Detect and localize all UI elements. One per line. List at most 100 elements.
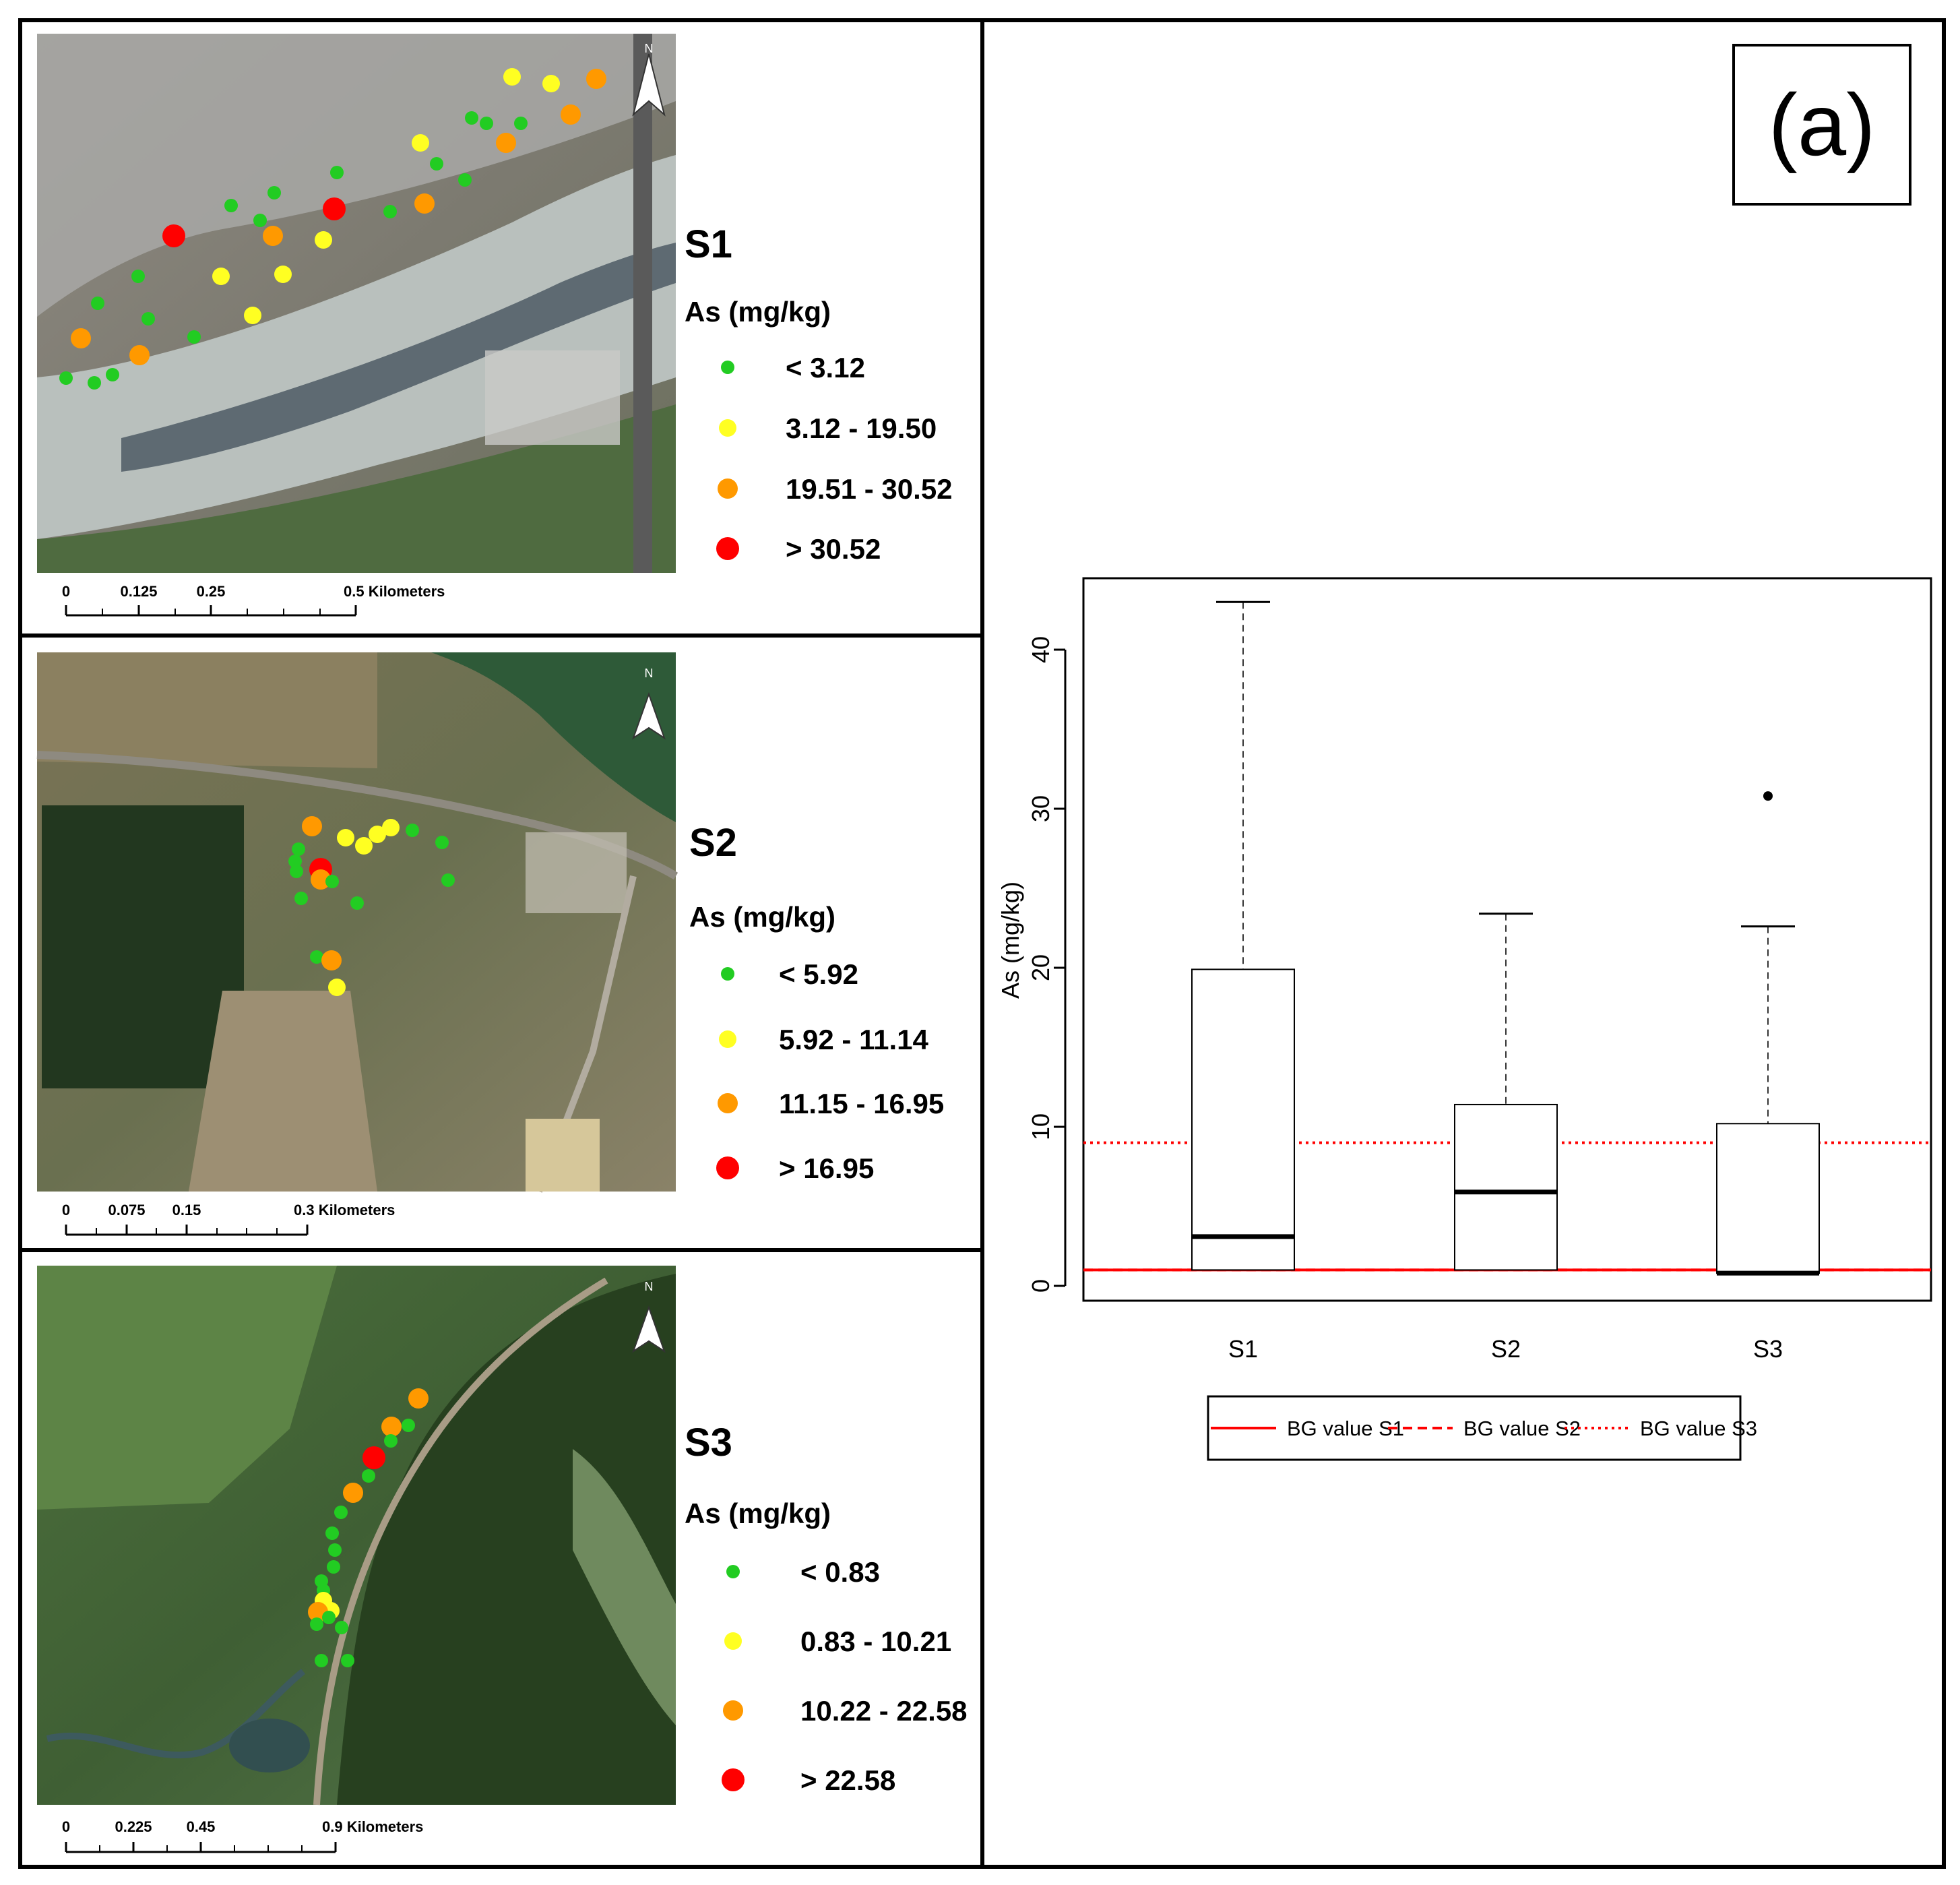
boxplot-panel: (a) 0 10 20 30 40 As (mg/kg) S1 S2 S3 BG value… [997,44,1932,1461]
sample-point-class-3 [321,950,342,970]
sample-point-class-2 [412,134,429,152]
sample-point-class-2 [274,266,292,283]
sample-point-class-1 [59,371,73,385]
sample-point-class-2 [369,826,386,843]
sample-point-class-2 [337,829,354,846]
legend-label-bg-s3: BG value S3 [1640,1417,1757,1440]
legend-frame [1207,1395,1742,1461]
sample-point-class-3 [129,345,150,365]
sample-point-class-1 [441,873,455,887]
legend-swatch-class-4 [716,1156,739,1179]
sample-point-class-2 [212,268,230,285]
sample-points-s3 [308,1388,429,1667]
sample-point-class-3 [263,226,283,246]
legend-swatch-class-2 [724,1632,742,1650]
sample-point-class-1 [384,1434,398,1448]
y-axis: 0 10 20 30 40 [1027,636,1067,1293]
sample-point-class-1 [341,1654,354,1667]
sample-point-class-1 [224,199,238,212]
north-label: N [645,42,654,55]
sample-point-class-1 [350,896,364,910]
legend-class-4: > 16.95 [779,1152,874,1184]
sample-point-class-2 [355,837,373,855]
scale-label-3: 0.5 Kilometers [344,583,445,600]
legend-swatch-class-3 [718,1093,738,1113]
sample-point-class-1 [383,205,397,218]
north-arrow-s1: N [632,42,666,117]
scale-label-2: 0.15 [172,1202,201,1218]
sample-points-s2 [288,816,455,996]
legend-swatch-class-4 [716,537,739,560]
sample-point-class-1 [325,875,339,888]
y-tick-label: 0 [1027,1279,1054,1293]
map-panel-s1: N S1 As (mg/kg) < 3.12 3.12 - 19.50 19.5… [37,34,953,617]
sample-points-s1 [59,68,606,390]
sample-point-class-2 [382,819,400,836]
x-tick-label: S1 [1228,1335,1258,1363]
sample-point-class-3 [408,1388,429,1409]
legend-class-1: < 5.92 [779,958,858,990]
x-tick-label: S2 [1491,1335,1521,1363]
unit-label: As (mg/kg) [685,1497,831,1529]
sample-point-class-1 [288,855,302,868]
scale-label-0: 0 [62,1818,70,1835]
iqr-box [1191,968,1295,1271]
sample-point-class-3 [381,1417,402,1437]
scale-bar-s1: 0 0.125 0.25 0.5 Kilometers [62,583,445,617]
map-panel-s3: N S3 As (mg/kg) < 0.83 0.83 - 10.21 10.2… [37,1266,968,1853]
sample-point-class-1 [514,117,528,130]
sample-point-class-2 [315,231,332,249]
sample-point-class-1 [253,214,267,227]
y-axis-title: As (mg/kg) [997,882,1024,999]
sample-point-class-3 [311,869,331,890]
sample-point-class-3 [561,104,581,125]
legend-class-2: 0.83 - 10.21 [800,1626,951,1657]
satellite-image-s2 [36,652,678,1193]
sample-point-class-1 [406,824,419,837]
sample-point-class-2 [328,979,346,996]
box-S3 [1716,791,1820,1276]
legend-class-3: 11.15 - 16.95 [779,1088,944,1119]
north-label: N [645,667,654,680]
legend-swatch-class-3 [718,478,738,499]
legend-swatch-class-1 [726,1565,740,1578]
scale-label-1: 0.125 [120,583,157,600]
legend-class-1: < 0.83 [800,1556,880,1588]
sample-point-class-1 [402,1419,415,1432]
site-label: S1 [685,222,732,266]
sample-point-class-1 [292,842,305,856]
chart-legend: BG value S1 BG value S2 BG value S3 [1207,1395,1757,1461]
sample-point-class-1 [267,186,281,199]
sample-point-class-3 [302,816,322,836]
sample-point-class-2 [244,307,261,324]
north-arrow-s2: N [632,667,666,740]
site-label: S2 [689,821,737,865]
panel-tag: (a) [1769,75,1876,174]
sample-point-class-1 [294,892,308,905]
map-panel-s2: N S2 As (mg/kg) < 5.92 5.92 - 11.14 11.1… [36,652,944,1236]
sample-point-class-4 [162,224,185,247]
satellite-image-s1 [37,34,676,573]
sample-point-class-3 [343,1483,363,1503]
legend-swatch-class-4 [722,1768,745,1791]
sample-point-class-1 [91,297,104,310]
sample-point-class-3 [496,133,516,153]
scale-label-3: 0.3 Kilometers [294,1202,395,1218]
sample-point-class-1 [325,1526,339,1540]
iqr-box [1454,1103,1558,1271]
scale-bar-s2: 0 0.075 0.15 0.3 Kilometers [62,1202,395,1236]
legend-swatch-class-3 [723,1700,743,1721]
x-axis: S1 S2 S3 [1228,1335,1783,1363]
scale-label-0: 0 [62,583,70,600]
y-tick-label: 20 [1027,954,1054,981]
x-tick-label: S3 [1753,1335,1783,1363]
sample-point-class-1 [328,1543,342,1557]
site-label: S3 [685,1421,732,1464]
legend-class-3: 10.22 - 22.58 [800,1695,968,1727]
box-S1 [1191,600,1295,1271]
y-tick-label: 40 [1027,636,1054,663]
sample-point-class-2 [503,68,521,86]
north-label: N [645,1280,654,1293]
sample-point-class-1 [88,376,101,390]
